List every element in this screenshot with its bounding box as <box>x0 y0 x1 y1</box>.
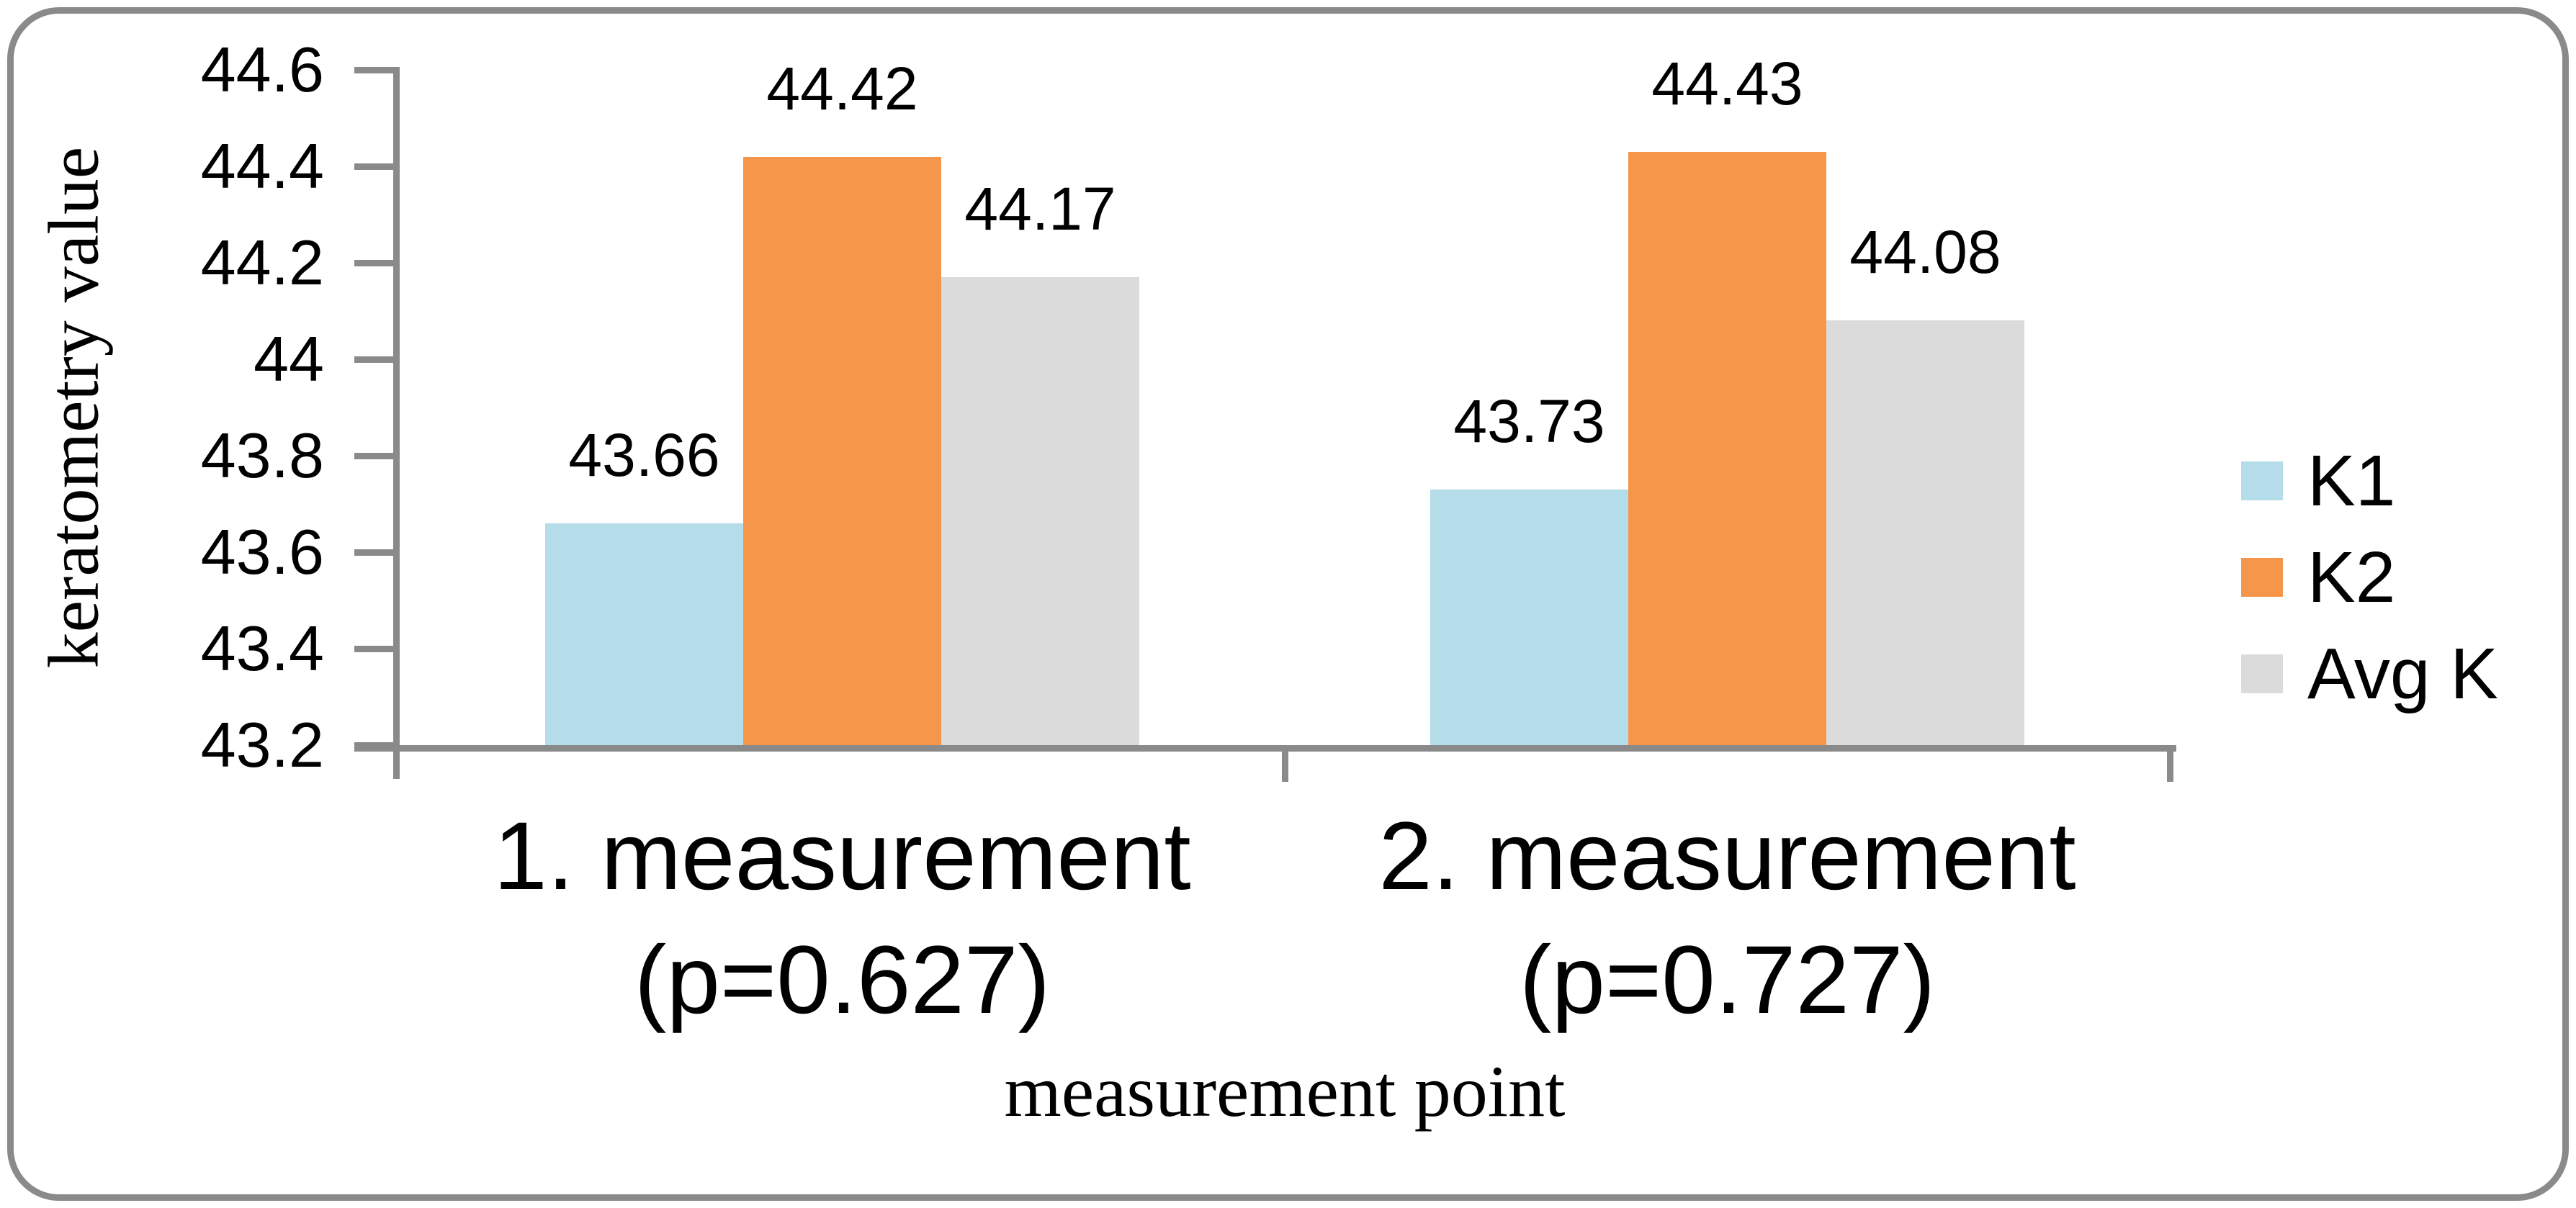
x-axis-line <box>354 745 2176 752</box>
y-axis-tick-label: 44.6 <box>200 34 324 105</box>
category-label-line2: (p=0.727) <box>1519 927 1936 1034</box>
bar-k1-group2 <box>1430 489 1628 745</box>
y-axis-tick <box>354 452 396 459</box>
category-label-line1: 2. measurement <box>1378 803 2076 910</box>
legend-swatch-avg-k <box>2241 654 2283 693</box>
bar-avg-k-group1 <box>941 277 1139 745</box>
data-label: 44.43 <box>1651 49 1803 117</box>
data-label: 43.73 <box>1453 387 1605 455</box>
y-axis-tick <box>354 742 396 749</box>
legend-item-avg-k: Avg K <box>2241 634 2498 713</box>
x-axis-divider-tick <box>1281 745 1288 782</box>
x-axis-title: measurement point <box>1004 1051 1566 1132</box>
x-axis-divider-tick <box>2166 745 2173 782</box>
y-axis-tick-label: 43.8 <box>200 420 324 491</box>
y-axis-tick-label: 44.4 <box>200 130 324 202</box>
y-axis-tick <box>354 645 396 652</box>
bar-avg-k-group2 <box>1826 320 2024 745</box>
y-axis-line <box>393 67 400 779</box>
y-axis-tick <box>354 259 396 266</box>
category-label-line2: (p=0.627) <box>634 927 1051 1034</box>
bar-k1-group1 <box>545 523 743 745</box>
y-axis-tick-label: 44 <box>253 323 324 395</box>
y-axis-tick-label: 43.2 <box>200 709 324 780</box>
y-axis-tick-label: 44.2 <box>200 227 324 298</box>
x-axis-category-label: 1. measurement (p=0.627) <box>400 795 1285 1042</box>
y-axis-tick <box>354 66 396 73</box>
y-axis-tick <box>354 163 396 170</box>
legend-item-k2: K2 <box>2241 538 2395 617</box>
data-label: 44.08 <box>1849 218 2001 287</box>
y-axis-tick <box>354 356 396 363</box>
chart-border <box>7 7 2569 1201</box>
legend-label: Avg K <box>2307 634 2498 714</box>
category-label-line1: 1. measurement <box>493 803 1191 910</box>
legend-swatch-k1 <box>2241 461 2283 500</box>
x-axis-category-label: 2. measurement (p=0.727) <box>1285 795 2170 1042</box>
data-label: 43.66 <box>568 420 720 489</box>
legend-item-k1: K1 <box>2241 441 2395 520</box>
bar-k2-group2 <box>1628 151 1826 745</box>
legend-swatch-k2 <box>2241 558 2283 597</box>
y-axis-tick <box>354 549 396 556</box>
data-label: 44.17 <box>964 175 1116 243</box>
y-axis-tick-label: 43.4 <box>200 613 324 684</box>
legend-label: K2 <box>2307 537 2396 618</box>
data-label: 44.42 <box>766 54 918 122</box>
y-axis-tick-label: 43.6 <box>200 516 324 587</box>
bar-k2-group1 <box>743 156 941 745</box>
legend-label: K1 <box>2307 441 2396 521</box>
